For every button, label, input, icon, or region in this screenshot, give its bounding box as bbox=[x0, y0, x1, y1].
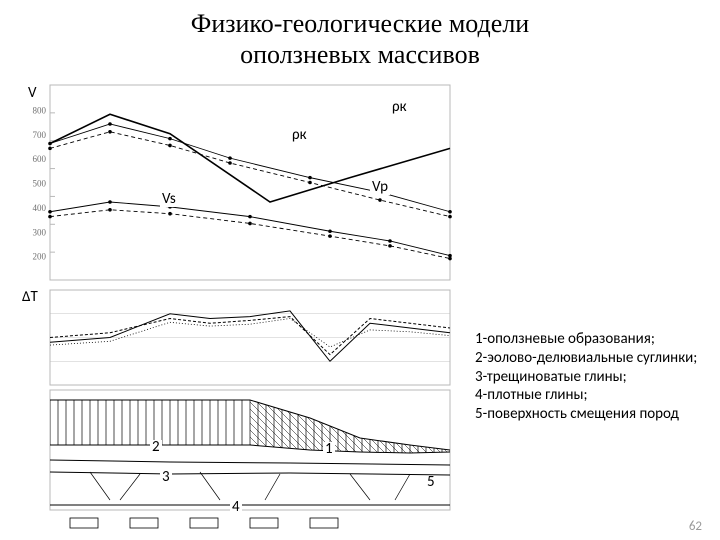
label-zone-4: 4 bbox=[230, 500, 242, 515]
title-line-2: оползневых массивов bbox=[240, 40, 480, 69]
label-dT: ∆T bbox=[20, 290, 40, 305]
svg-text:400: 400 bbox=[33, 203, 47, 213]
label-rhok-1: ρк bbox=[290, 128, 309, 143]
svg-text:200: 200 bbox=[33, 252, 47, 262]
figure-svg: 200 300 400 500 600 700 800 bbox=[20, 80, 460, 530]
page-title: Физико-геологические модели оползневых м… bbox=[0, 8, 720, 70]
svg-text:600: 600 bbox=[33, 154, 47, 164]
label-rhok-2: ρк bbox=[390, 100, 409, 115]
label-zone-2: 2 bbox=[150, 440, 162, 455]
svg-text:500: 500 bbox=[33, 179, 47, 189]
legend-text: 1-оползневые образования; 2-эолово-делюв… bbox=[475, 330, 705, 424]
page-number: 62 bbox=[689, 519, 702, 534]
label-zone-1: 1 bbox=[323, 442, 335, 457]
label-Vp: Vp bbox=[370, 180, 390, 195]
title-line-1: Физико-геологические модели bbox=[191, 9, 529, 38]
svg-text:300: 300 bbox=[33, 227, 47, 237]
label-Vs: Vs bbox=[160, 192, 178, 207]
svg-text:700: 700 bbox=[33, 130, 47, 140]
svg-text:800: 800 bbox=[33, 105, 47, 115]
label-zone-3: 3 bbox=[160, 470, 172, 485]
label-zone-5: 5 bbox=[425, 475, 437, 490]
figure-container: 200 300 400 500 600 700 800 V ρк ρк Vs Vp ∆T 2… bbox=[20, 80, 460, 530]
label-V: V bbox=[26, 86, 39, 101]
legend-body: 1-оползневые образования; 2-эолово-делюв… bbox=[475, 330, 697, 423]
